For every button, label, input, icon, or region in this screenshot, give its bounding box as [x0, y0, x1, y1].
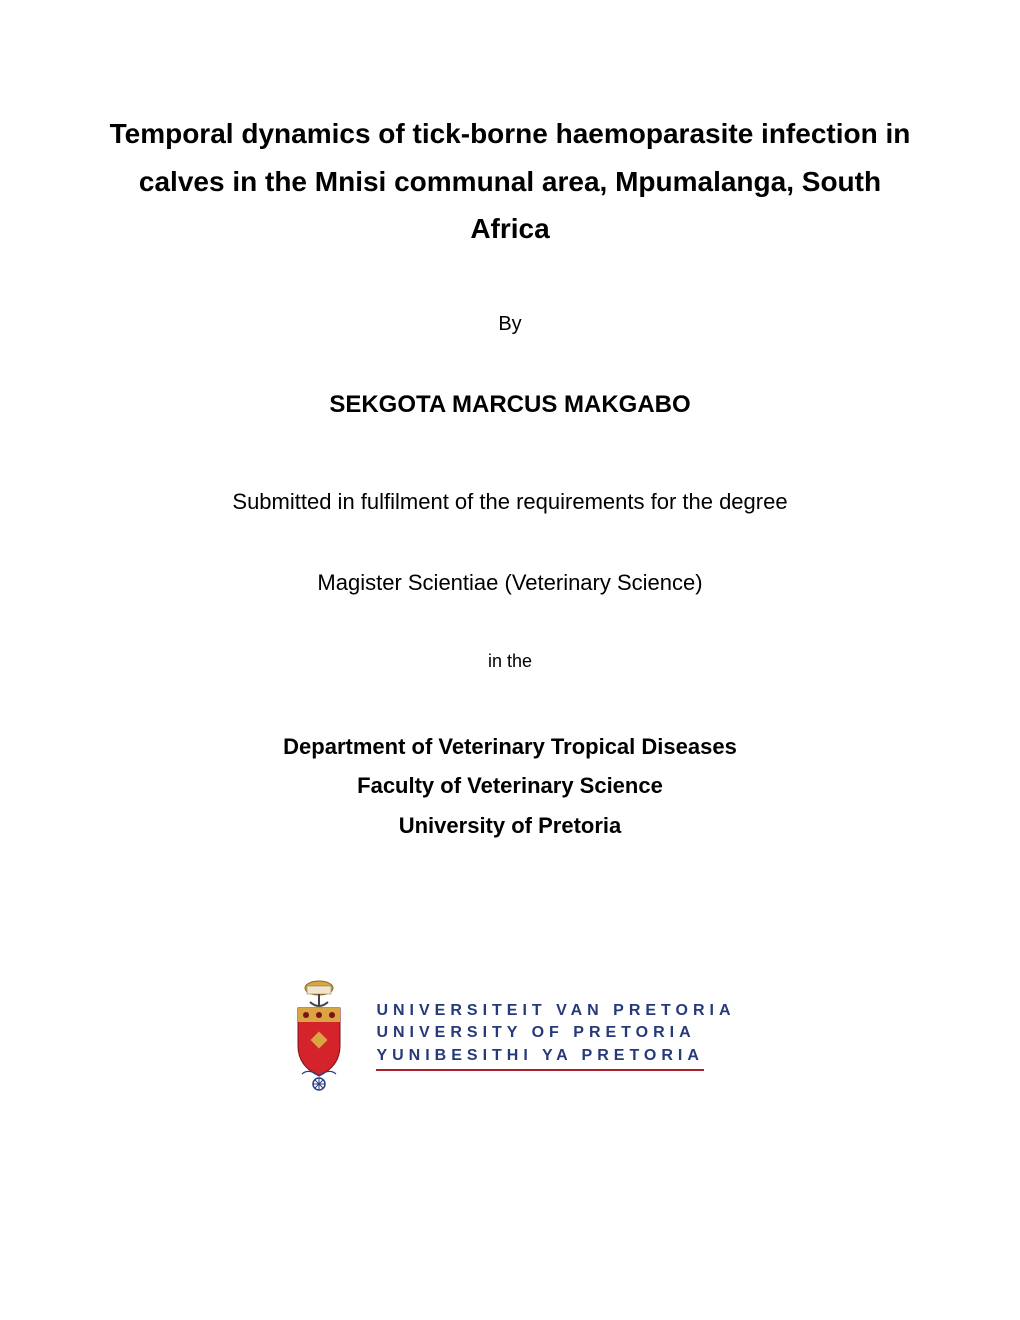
by-label: By [100, 313, 920, 336]
university-wordmark: UNIVERSITEIT VAN PRETORIA UNIVERSITY OF … [376, 1000, 735, 1071]
department-block: Department of Veterinary Tropical Diseas… [100, 727, 920, 846]
degree-name: Magister Scientiae (Veterinary Science) [100, 570, 920, 596]
submission-text: Submitted in fulfilment of the requireme… [100, 489, 920, 515]
wordmark-line-afrikaans: UNIVERSITEIT VAN PRETORIA [376, 1000, 735, 1022]
wordmark-line-english: UNIVERSITY OF PRETORIA [376, 1022, 735, 1044]
thesis-title: Temporal dynamics of tick-borne haemopar… [100, 110, 920, 253]
in-the-label: in the [100, 651, 920, 672]
university-name: University of Pretoria [100, 806, 920, 846]
department-name: Department of Veterinary Tropical Diseas… [100, 727, 920, 767]
university-logo: UNIVERSITEIT VAN PRETORIA UNIVERSITY OF … [100, 976, 920, 1096]
wordmark-line-sepedi: YUNIBESITHI YA PRETORIA [376, 1045, 735, 1071]
author-name: SEKGOTA MARCUS MAKGABO [100, 391, 920, 419]
faculty-name: Faculty of Veterinary Science [100, 766, 920, 806]
university-crest-icon [284, 976, 354, 1096]
